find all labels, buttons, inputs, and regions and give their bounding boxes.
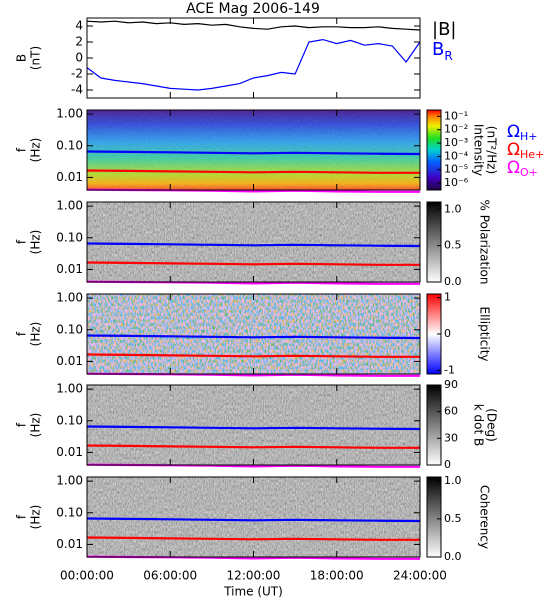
- colorbar-tick-label: 0.0: [444, 550, 462, 563]
- spectrogram-texture: [87, 294, 420, 374]
- colorbar-tick-label: 0.5: [444, 239, 462, 252]
- colorbar: [426, 476, 442, 558]
- colorbar-tick-label: 0: [444, 458, 451, 471]
- y-axis-label: f: [15, 514, 29, 519]
- x-tick-label: 18:00:00: [310, 569, 364, 583]
- colorbar-tick-label: 10⁻⁵: [444, 163, 468, 176]
- cyclotron-line: [86, 242, 421, 248]
- colorbar-tick-label: 90: [444, 378, 458, 391]
- colorbar-label: Intensity: [472, 124, 486, 176]
- colorbar-tick-label: 1.0: [444, 202, 462, 215]
- colorbar-tick-label: 1: [444, 291, 451, 304]
- data-line: [86, 20, 421, 31]
- spectrogram-texture: [87, 202, 420, 282]
- colorbar: [426, 201, 442, 283]
- colorbar-label: (nT²/Hz): [485, 126, 499, 174]
- colorbar-tick-label: 10⁻³: [444, 136, 468, 149]
- y-tick-label: 1.00: [56, 382, 83, 396]
- y-axis-label: f: [15, 147, 29, 152]
- y-tick-label: 0.10: [56, 322, 83, 336]
- y-tick-label: 0.10: [56, 413, 83, 427]
- cyclotron-line: [86, 444, 420, 449]
- legend-subscript: R: [444, 49, 452, 63]
- cyclotron-line: [86, 261, 420, 266]
- legend-label: |B|: [432, 19, 456, 40]
- plot-frame: [86, 17, 421, 99]
- y-tick-label: 1.00: [56, 474, 83, 488]
- y-tick-label: 0.01: [56, 354, 83, 368]
- spectrogram-texture: [87, 385, 420, 465]
- spectrogram-texture: [87, 110, 420, 190]
- y-tick-label: 4: [75, 19, 83, 33]
- y-tick-label: 1.00: [56, 291, 83, 305]
- x-tick-label: 00:00:00: [60, 569, 114, 583]
- colorbar-label: Coherency: [478, 485, 492, 549]
- x-tick-label: 06:00:00: [143, 569, 197, 583]
- spectrogram-texture: [87, 477, 420, 557]
- colorbar-tick-label: 1.0: [444, 474, 462, 487]
- colorbar-tick-label: 10⁻²: [444, 123, 468, 136]
- y-tick-label: 1.00: [56, 107, 83, 121]
- y-axis-label: B: [15, 54, 29, 62]
- legend-label: ΩO+: [507, 158, 538, 179]
- y-axis-label: (Hz): [29, 138, 43, 163]
- y-tick-label: 0.01: [56, 262, 83, 276]
- y-tick-label: 0: [75, 51, 83, 65]
- y-axis-label: f: [15, 239, 29, 244]
- y-axis-label: f: [15, 422, 29, 427]
- colorbar-label: k dot B: [472, 404, 486, 446]
- colorbar-tick-label: 10⁻⁴: [444, 149, 469, 162]
- data-line: [86, 38, 421, 91]
- colorbar-tick-label: 10⁻¹: [444, 109, 468, 122]
- legend-subscript: H+: [520, 130, 538, 143]
- y-axis-label: (nT): [29, 46, 43, 70]
- legend-subscript: O+: [520, 166, 538, 179]
- colorbar-tick-label: 0.5: [444, 512, 462, 525]
- colorbar-label: % Polarization: [478, 200, 492, 285]
- y-axis-label: f: [15, 331, 29, 336]
- y-tick-label: 0.10: [56, 138, 83, 152]
- y-tick-label: 0.10: [56, 505, 83, 519]
- chart-title: ACE Mag 2006-149: [186, 1, 320, 17]
- y-tick-label: 0.01: [56, 170, 83, 184]
- y-tick-label: -4: [71, 83, 83, 97]
- colorbar-tick-label: 0: [444, 327, 451, 340]
- x-axis-label: Time (UT): [223, 585, 283, 599]
- colorbar-label: (Deg): [485, 408, 499, 442]
- x-tick-label: 24:00:00: [393, 569, 447, 583]
- colorbar-tick-label: 0.0: [444, 275, 462, 288]
- colorbar: [426, 109, 442, 191]
- y-axis-label: (Hz): [29, 322, 43, 347]
- colorbar: [426, 384, 442, 466]
- y-axis-label: (Hz): [29, 413, 43, 438]
- cyclotron-line: [86, 517, 421, 523]
- colorbar-tick-label: 10⁻⁶: [444, 176, 469, 189]
- legend-subscript: He+: [520, 148, 544, 161]
- cyclotron-line: [86, 169, 420, 174]
- cyclotron-line: [86, 425, 421, 431]
- legend-label: BR: [432, 39, 453, 63]
- cyclotron-line: [86, 150, 421, 156]
- y-axis-label: (Hz): [29, 230, 43, 255]
- y-tick-label: 0.01: [56, 537, 83, 551]
- y-tick-label: 1.00: [56, 199, 83, 213]
- colorbar-tick-label: 60: [444, 405, 458, 418]
- y-tick-label: 0.01: [56, 445, 83, 459]
- x-tick-label: 12:00:00: [227, 569, 281, 583]
- cyclotron-line: [86, 353, 420, 358]
- colorbar-tick-label: 30: [444, 431, 458, 444]
- y-tick-label: 0.10: [56, 230, 83, 244]
- colorbar-tick-label: -1: [444, 363, 455, 376]
- colorbar-label: Ellipticity: [478, 307, 492, 362]
- y-tick-label: 2: [75, 35, 83, 49]
- y-tick-label: -2: [71, 67, 83, 81]
- y-axis-label: (Hz): [29, 505, 43, 530]
- cyclotron-line: [86, 536, 420, 541]
- cyclotron-line: [86, 334, 421, 340]
